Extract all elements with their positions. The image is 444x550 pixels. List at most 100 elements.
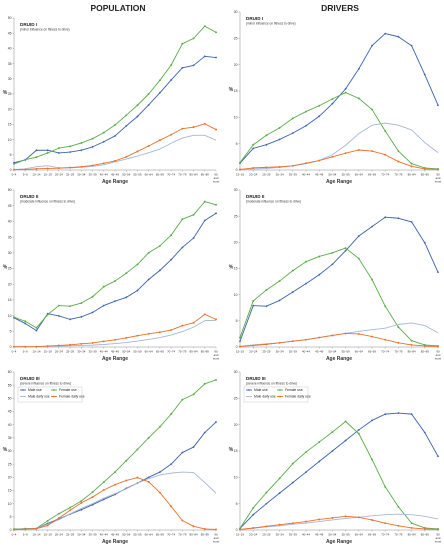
series-line: [13, 421, 217, 530]
x-tick-label: 30–34: [77, 350, 85, 354]
data-point: [291, 117, 294, 120]
data-point: [238, 340, 242, 343]
x-tick-label: 45–49: [111, 350, 119, 354]
data-point: [136, 115, 139, 118]
x-tick-label: 65–69: [368, 173, 376, 177]
series-line: [239, 513, 439, 530]
x-axis-label: Age Range: [102, 539, 128, 545]
y-tick-label: 40: [8, 47, 12, 51]
data-point: [410, 165, 413, 168]
series-line: [14, 319, 217, 348]
x-tick-label: 55–59: [133, 533, 141, 537]
y-tick-label: 55: [8, 383, 12, 387]
data-point: [57, 314, 60, 318]
series-female-use: [239, 420, 439, 530]
data-point: [114, 280, 116, 283]
y-tick-label: 5: [236, 502, 238, 506]
data-point: [384, 413, 387, 416]
series-line: [13, 134, 217, 170]
y-tick-label: 60: [8, 370, 12, 374]
data-point: [410, 162, 413, 165]
data-point: [91, 295, 94, 298]
data-point: [102, 498, 105, 501]
data-point: [113, 493, 117, 496]
data-point: [192, 321, 195, 324]
y-tick-label: 50: [8, 397, 12, 401]
data-point: [318, 460, 321, 463]
x-tick-label: 5–9: [23, 173, 28, 177]
data-point: [384, 216, 387, 219]
data-point: [291, 132, 294, 135]
data-point: [181, 324, 184, 327]
y-tick-label: 0: [236, 528, 238, 532]
data-point: [91, 503, 94, 506]
y-tick-label: 5: [10, 515, 12, 519]
data-point: [437, 345, 439, 348]
data-point: [384, 338, 387, 341]
x-tick-label: 40–44: [100, 350, 108, 354]
x-tick-label: 80–84: [408, 173, 416, 177]
y-tick-label: 5: [10, 330, 12, 334]
x-tick-label: 45–49: [111, 533, 119, 537]
data-point: [136, 448, 139, 451]
data-point: [57, 512, 60, 515]
data-point: [91, 496, 94, 499]
data-point: [278, 280, 281, 283]
data-point: [102, 304, 105, 307]
data-point: [305, 520, 307, 523]
y-tick-label: 35: [8, 436, 12, 440]
data-point: [331, 431, 334, 433]
data-point: [384, 153, 387, 156]
data-point: [91, 341, 94, 344]
data-point: [318, 159, 321, 162]
data-point: [410, 220, 413, 224]
data-point: [215, 528, 217, 531]
data-point: [318, 255, 321, 258]
x-tick-label: 60–64: [355, 533, 363, 537]
data-point: [344, 332, 347, 335]
data-point: [265, 491, 268, 494]
data-point: [125, 479, 128, 482]
series-line: [239, 149, 439, 170]
data-point: [35, 149, 38, 152]
data-point: [265, 305, 268, 308]
y-tick-label: 30: [234, 188, 238, 192]
data-point: [410, 522, 413, 525]
x-tick-label: 80–84: [408, 350, 416, 354]
x-tick-label: 65–69: [156, 533, 164, 537]
x-tick-label: 20–24: [249, 533, 257, 537]
data-point: [170, 329, 173, 331]
y-tick-label: 45: [8, 31, 12, 35]
data-point: [91, 164, 94, 167]
data-point: [265, 502, 268, 505]
data-point: [158, 331, 161, 334]
series-male-daily-use: [14, 319, 217, 348]
data-point: [265, 143, 268, 146]
y-tick-label: 45: [8, 410, 12, 414]
data-point: [114, 483, 116, 486]
data-point: [384, 305, 387, 308]
x-tick-label: 85–89: [201, 173, 209, 177]
data-point: [252, 166, 255, 169]
x-tick-label: 30–34: [276, 533, 284, 537]
x-tick-label: 90 and more: [435, 350, 442, 361]
data-point: [304, 470, 308, 474]
data-point: [214, 420, 218, 424]
data-point: [170, 133, 173, 136]
x-axis-label: Age Range: [326, 539, 352, 545]
data-point: [278, 492, 281, 495]
x-tick-label: 20–24: [55, 350, 63, 354]
series-male-use: [238, 32, 440, 165]
data-point: [331, 102, 334, 105]
data-point: [158, 470, 161, 474]
x-tick-label: 60–64: [145, 533, 153, 537]
data-point: [384, 485, 387, 488]
data-point: [203, 527, 206, 530]
data-point: [147, 476, 150, 479]
y-tick-label: 20: [234, 423, 238, 427]
series-female-use: [13, 378, 217, 531]
data-point: [46, 152, 49, 154]
data-point: [371, 108, 373, 111]
y-tick-label: 10: [234, 476, 238, 480]
